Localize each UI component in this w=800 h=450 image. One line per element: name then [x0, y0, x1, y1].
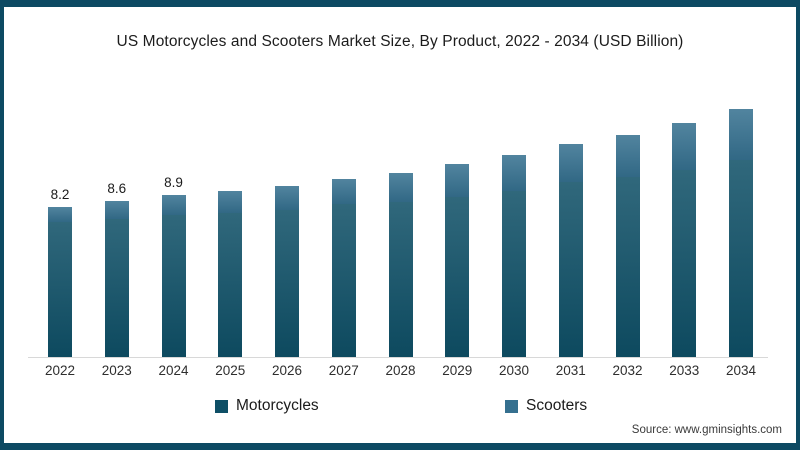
bar-2028	[388, 173, 413, 357]
motorcycles-legend-swatch-icon	[215, 399, 228, 413]
x-tick-label-2034: 2034	[725, 363, 757, 378]
bar-2027	[331, 179, 356, 357]
bar-2023	[104, 201, 129, 357]
bar-2031	[558, 144, 583, 357]
x-tick-label-2029: 2029	[442, 363, 473, 378]
bar-segment-scooters-2027	[331, 179, 356, 204]
bar-segment-motorcycles-2025	[218, 213, 243, 357]
bar-value-label-2024: 8.9	[164, 175, 183, 190]
bar-segment-scooters-2028	[388, 173, 413, 202]
bar-segment-scooters-2029	[445, 164, 470, 197]
bar-segment-motorcycles-2030	[502, 191, 526, 357]
x-tick-label-2032: 2032	[612, 363, 643, 378]
scooters-legend-swatch-icon	[505, 399, 518, 413]
bar-segment-scooters-2031	[558, 144, 583, 182]
bar-segment-scooters-2026	[275, 186, 299, 210]
bar-2025	[218, 191, 243, 357]
bar-2024	[161, 195, 186, 357]
bar-segment-scooters-2033	[672, 123, 697, 170]
bar-segment-scooters-2025	[218, 191, 243, 213]
bar-segment-motorcycles-2033	[672, 170, 697, 357]
bar-segment-scooters-2022	[48, 207, 72, 222]
bar-segment-scooters-2030	[502, 155, 526, 191]
bar-segment-motorcycles-2023	[104, 219, 129, 357]
bar-segment-motorcycles-2034	[729, 160, 753, 357]
bar-segment-motorcycles-2024	[161, 215, 186, 357]
x-tick-label-2023: 2023	[101, 363, 132, 378]
bar-segment-motorcycles-2026	[275, 210, 299, 357]
bar-2033	[672, 123, 697, 357]
bar-2022	[48, 207, 72, 357]
x-tick-label-2025: 2025	[215, 363, 246, 378]
bar-2032	[615, 135, 640, 357]
bar-segment-scooters-2034	[729, 109, 753, 160]
bar-value-label-2022: 8.2	[50, 187, 70, 202]
legend-item-scooters: Scooters	[505, 397, 587, 415]
legend-label-scooters: Scooters	[526, 397, 588, 414]
x-tick-label-2028: 2028	[385, 363, 416, 378]
bar-segment-scooters-2024	[161, 195, 186, 215]
bar-2029	[445, 164, 470, 357]
bar-segment-motorcycles-2028	[388, 202, 413, 357]
bar-segment-scooters-2032	[615, 135, 640, 177]
x-tick-label-2033: 2033	[669, 363, 700, 378]
x-tick-label-2031: 2031	[555, 363, 586, 378]
bar-2026	[275, 186, 299, 357]
x-tick-label-2027: 2027	[328, 363, 359, 378]
chart-title: US Motorcycles and Scooters Market Size,…	[116, 33, 684, 50]
bar-segment-motorcycles-2027	[331, 204, 356, 357]
source-attribution: Source: www.gminsights.com	[631, 424, 782, 436]
legend-item-motorcycles: Motorcycles	[215, 397, 319, 415]
x-axis-line	[28, 357, 768, 358]
legend-label-motorcycles: Motorcycles	[236, 397, 319, 414]
bar-segment-motorcycles-2032	[615, 177, 640, 357]
bar-segment-scooters-2023	[104, 201, 129, 219]
bar-segment-motorcycles-2031	[558, 182, 583, 357]
x-tick-label-2024: 2024	[158, 363, 189, 378]
x-tick-label-2026: 2026	[271, 363, 303, 378]
bar-2034	[729, 109, 753, 357]
bar-2030	[502, 155, 526, 357]
bar-segment-motorcycles-2022	[48, 222, 72, 357]
bar-value-label-2023: 8.6	[107, 181, 127, 196]
x-tick-label-2030: 2030	[498, 363, 530, 378]
x-tick-label-2022: 2022	[44, 363, 76, 378]
bar-segment-motorcycles-2029	[445, 197, 470, 357]
